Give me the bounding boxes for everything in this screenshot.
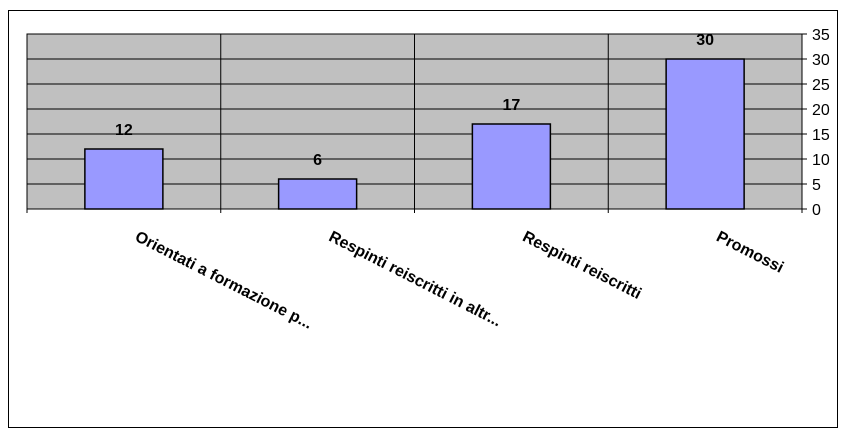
y-tick-label: 35 [812, 27, 830, 44]
x-category-label: Orientati a formazione p... [132, 228, 315, 332]
y-tick-label: 5 [812, 177, 821, 194]
x-axis-labels: Orientati a formazione p... Respinti reis… [132, 228, 786, 332]
y-tick-label: 20 [812, 102, 830, 119]
data-label: 12 [115, 122, 133, 139]
y-axis-ticks: 0 5 10 15 20 25 30 35 [802, 27, 830, 219]
data-label: 30 [696, 32, 714, 49]
y-tick-label: 0 [812, 202, 821, 219]
x-category-label: Respinti reiscritti in altr... [326, 228, 504, 330]
data-label: 17 [502, 97, 520, 114]
bar [84, 148, 164, 210]
x-category-label: Respinti reiscritti [520, 228, 644, 302]
y-tick-label: 15 [812, 127, 830, 144]
x-category-label: Promossi [713, 228, 786, 276]
bar [665, 58, 745, 210]
y-tick-label: 10 [812, 152, 830, 169]
bars: 12 6 17 30 [84, 32, 745, 210]
data-label: 6 [313, 152, 322, 169]
y-tick-label: 25 [812, 77, 830, 94]
y-tick-label: 30 [812, 52, 830, 69]
bar [277, 178, 358, 210]
axes [26, 34, 803, 213]
bar [471, 123, 552, 210]
